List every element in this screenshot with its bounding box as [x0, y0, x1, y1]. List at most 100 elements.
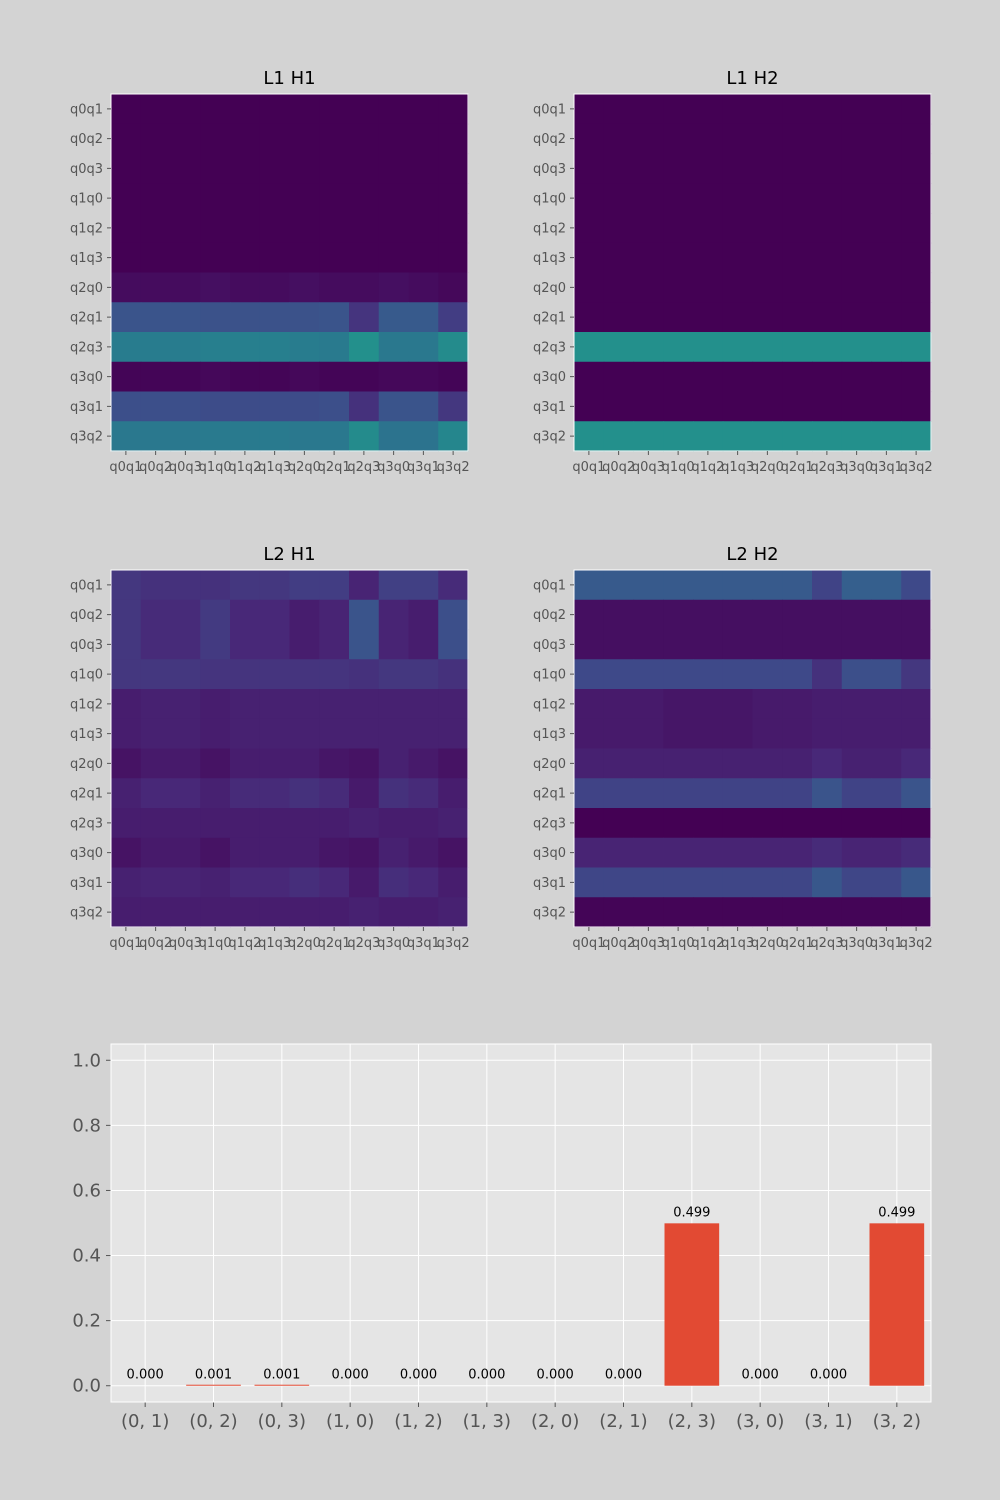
heatmap-4-cell: [663, 897, 694, 928]
heatmap-1-cell: [259, 242, 291, 274]
heatmap-1-xtick-label: q0q1: [109, 460, 142, 475]
heatmap-1-cell: [378, 183, 410, 214]
heatmap-1-cell: [230, 391, 261, 422]
heatmap-4-cell: [633, 570, 664, 601]
bar-data-label: 0.001: [263, 1367, 300, 1382]
heatmap-1-cell: [378, 153, 410, 184]
heatmap-1-ytick-label: q1q3: [70, 251, 103, 266]
heatmap-1-cell: [170, 153, 201, 184]
heatmap-4-cell: [574, 659, 605, 690]
heatmap-3-cell: [378, 837, 410, 869]
heatmap-1-ytick-label: q1q2: [70, 221, 103, 236]
bar-chart-xtick-label: (1, 3): [463, 1411, 511, 1432]
heatmap-1-cell: [170, 183, 201, 214]
heatmap-1-cell: [230, 272, 261, 303]
heatmap-1-cell: [230, 153, 261, 184]
heatmap-1-cell: [319, 332, 350, 363]
heatmap-4-cell: [752, 629, 783, 660]
heatmap-3-cell: [111, 808, 142, 839]
heatmap-3-cell: [289, 718, 320, 750]
heatmap-2-cell: [812, 153, 843, 184]
heatmap-3-cell: [438, 629, 469, 660]
heatmap-4-cell: [633, 897, 664, 928]
heatmap-2-cell: [901, 332, 932, 363]
heatmap-1-cell: [170, 242, 201, 274]
heatmap-3-cell: [408, 867, 439, 898]
heatmap-1-cell: [438, 421, 469, 452]
heatmap-4-cell: [901, 748, 932, 779]
heatmap-1-cell: [111, 421, 142, 452]
heatmap-3-cell: [319, 778, 350, 809]
heatmap-1-cell: [349, 213, 380, 244]
heatmap-3-cell: [438, 659, 469, 690]
heatmap-1-xtick-label: q2q1: [318, 460, 351, 475]
heatmap-4-cell: [782, 659, 813, 690]
heatmap-2-cell: [871, 391, 902, 422]
bar: [254, 1384, 310, 1386]
heatmap-3-cell: [200, 629, 231, 660]
heatmap-2-ytick-label: q1q3: [533, 251, 566, 266]
heatmap-4-xtick-label: q3q1: [870, 936, 903, 951]
heatmap-2-cell: [603, 153, 635, 184]
heatmap-1-cell: [200, 153, 231, 184]
heatmap-4-cell: [901, 837, 932, 869]
heatmap-1-cell: [408, 332, 439, 363]
heatmap-1-cell: [438, 361, 469, 393]
heatmap-4-cell: [663, 570, 694, 601]
heatmap-1-xtick-label: q0q2: [139, 460, 172, 475]
heatmap-3-xtick-label: q3q2: [437, 936, 470, 951]
heatmap-2-cell: [603, 183, 635, 214]
heatmap-3-cell: [349, 689, 380, 720]
heatmap-1-ytick-label: q3q2: [70, 430, 103, 445]
heatmap-3-cell: [349, 808, 380, 839]
heatmap-2-cell: [574, 391, 605, 422]
heatmap-4-cell: [574, 867, 605, 898]
heatmap-2-ytick-label: q3q2: [533, 430, 566, 445]
heatmap-2-cell: [782, 421, 813, 452]
heatmap-4-cell: [901, 629, 932, 660]
heatmap-1-cell: [378, 242, 410, 274]
heatmap-2-cell: [663, 391, 694, 422]
heatmap-2-cell: [574, 302, 605, 333]
heatmap-2-xtick-label: q3q0: [840, 460, 873, 475]
heatmap-1-cell: [170, 123, 201, 155]
heatmap-1-cell: [170, 302, 201, 333]
heatmap-1-xtick-label: q2q3: [347, 460, 380, 475]
heatmap-2-cell: [752, 242, 783, 274]
heatmap-1-cell: [319, 183, 350, 214]
heatmap-1-cell: [200, 361, 231, 393]
heatmap-4-cell: [752, 689, 783, 720]
heatmap-4-cell: [603, 570, 635, 601]
heatmap-1-cell: [230, 242, 261, 274]
heatmap-4-cell: [901, 867, 932, 898]
heatmap-4-xtick-label: q0q3: [632, 936, 665, 951]
heatmap-2-cell: [901, 123, 932, 155]
heatmap-4-ytick-label: q1q2: [533, 697, 566, 712]
heatmap-2-title: L1 H2: [726, 68, 778, 89]
heatmap-4-cell: [782, 897, 813, 928]
heatmap-2-cell: [812, 242, 843, 274]
heatmap-3-cell: [230, 570, 261, 601]
heatmap-4-cell: [901, 718, 932, 750]
heatmap-1-cell: [200, 272, 231, 303]
heatmap-2-ytick-label: q0q2: [533, 132, 566, 147]
heatmap-3-cell: [408, 748, 439, 779]
bar-data-label: 0.499: [673, 1205, 710, 1220]
heatmap-1-frame: [110, 93, 469, 452]
heatmap-4-cell: [901, 808, 932, 839]
heatmap-2-cell: [782, 332, 813, 363]
heatmap-4-cell: [722, 778, 754, 809]
heatmap-3-cell: [259, 748, 291, 779]
heatmap-4-cell: [841, 570, 873, 601]
bar-chart-ytick-label: 1.0: [72, 1050, 101, 1071]
heatmap-1-xtick-label: q2q0: [288, 460, 321, 475]
heatmap-1-cell: [319, 302, 350, 333]
heatmap-3-cell: [200, 748, 231, 779]
heatmap-2-cell: [871, 94, 902, 125]
heatmap-2-cell: [693, 213, 724, 244]
heatmap-3-cell: [438, 808, 469, 839]
heatmap-2-xtick-label: q0q3: [632, 460, 665, 475]
heatmap-3-cell: [438, 689, 469, 720]
bar-chart-xtick-label: (1, 2): [394, 1411, 442, 1432]
